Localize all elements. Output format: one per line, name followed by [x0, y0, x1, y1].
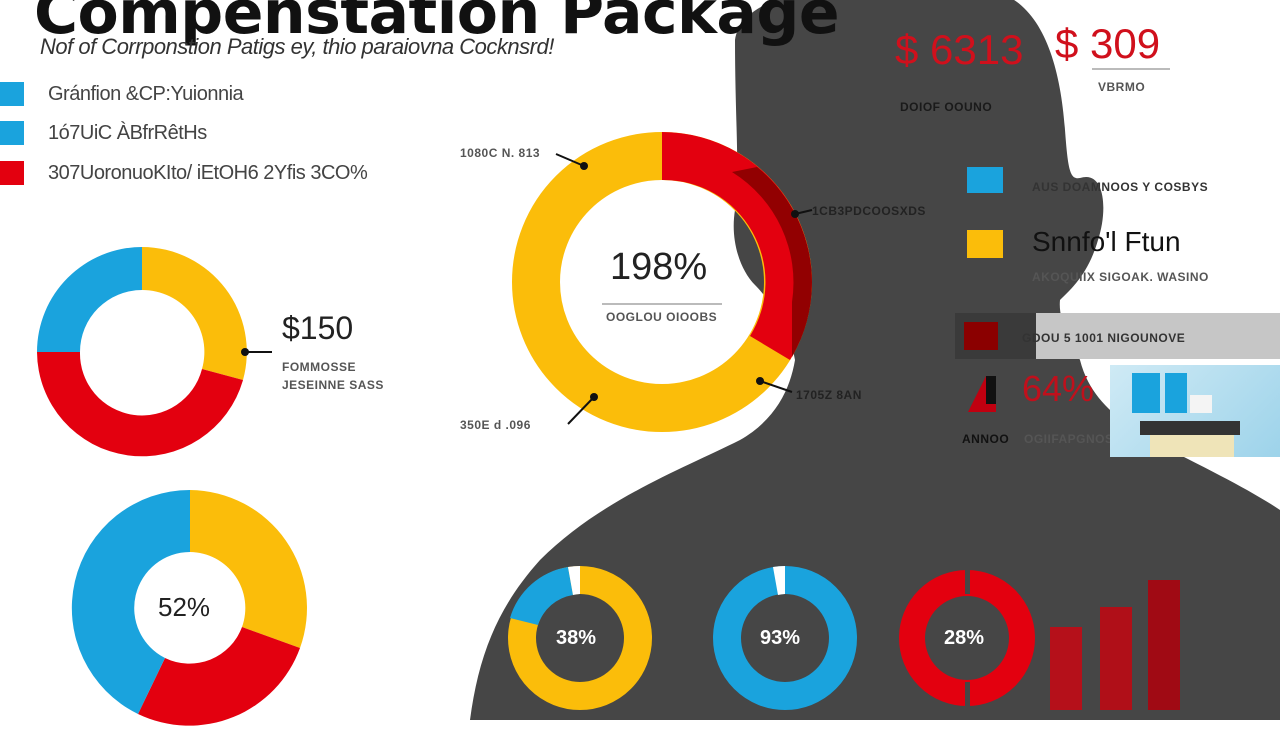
donut-chart-bottom-left: [71, 489, 307, 726]
legend-label: 1ó7UiC ÀBfrRêtHs: [48, 121, 207, 144]
legend-item-3: 307UoronuoKIto/ iEtOH6 2Yfis 3CO%: [0, 160, 368, 186]
legend-right-heading: Snnfo'l Ftun: [1032, 226, 1181, 257]
donut-bottom-center-value: 52%: [158, 592, 211, 622]
band-label: GDOU 5 1001 NIGOUNOVE: [1022, 331, 1186, 345]
legend-right-label: AUS DOAMNOOS Y COSBYS: [1032, 180, 1209, 194]
donut-callout-label: FOMMOSSE: [282, 360, 357, 374]
stat-64-label-right: OGIIFAPGNOS: [1024, 432, 1114, 446]
page-subtitle: Nof of Corrponstion Patigs ey, thio para…: [40, 34, 554, 59]
bar-1: [1050, 627, 1082, 710]
stat-value-b: $ 309: [1055, 20, 1161, 67]
donut-callout-value: $150: [282, 310, 354, 346]
legend-item-1: Gránfion &CP:Yuionnia: [0, 81, 244, 107]
donut-callout-label: JESEINNE SASS: [282, 378, 384, 392]
legend-right-sub: AKOQUIIX SIGOAK. WASINO: [1032, 270, 1209, 284]
legend-swatch-blue: [967, 167, 1003, 193]
legend-label: Gránfion &CP:Yuionnia: [48, 82, 244, 105]
stat-label-a: DOIOF OOUNO: [900, 100, 993, 114]
stat-value-a: $ 6313: [895, 26, 1024, 73]
info-band: [955, 313, 1280, 359]
donut-label-top-left: 1080C N. 813: [460, 146, 541, 160]
stat-label-b: VBRMO: [1098, 80, 1146, 94]
donut-label-bottom-left: 350E d .096: [460, 418, 531, 432]
page-title: Compenstation Package: [34, 0, 840, 48]
legend-swatch-dark-red: [964, 322, 998, 350]
donut-label-right: 1CB3PDCOOSXDS: [812, 204, 926, 218]
illustration-panel: [1132, 373, 1160, 413]
donut-label-bottom-right: 1705Z 8AN: [796, 388, 862, 402]
donut-small-2-value: 93%: [760, 627, 801, 649]
bar-3: [1148, 580, 1180, 710]
donut-chart-center: [512, 132, 813, 432]
donut-center-label: OOGLOU OIOOBS: [606, 310, 718, 324]
illustration-desk: [1140, 421, 1240, 435]
office-illustration: [1110, 365, 1280, 457]
legend-swatch-red: [0, 161, 24, 185]
illustration-panel: [1165, 373, 1187, 413]
donut-center-value: 198%: [610, 246, 708, 288]
donut-small-2: [713, 566, 857, 710]
legend-swatch-yellow: [967, 230, 1003, 258]
donut-small-1: [508, 566, 652, 710]
legend-item-2: 1ó7UiC ÀBfrRêtHs: [0, 120, 207, 146]
legend-swatch-blue: [0, 82, 24, 106]
bar-2: [1100, 607, 1132, 710]
legend-swatch-blue: [0, 121, 24, 145]
donut-chart-top-left: [37, 247, 272, 457]
stat-64-value: 64%: [1022, 368, 1095, 409]
figure-icon: [968, 376, 996, 412]
illustration-screen: [1190, 395, 1212, 413]
divider: [1092, 68, 1170, 70]
donut-small-1-value: 38%: [556, 627, 597, 649]
illustration-base: [1150, 435, 1234, 457]
stat-64-label-left: ANNOO: [962, 432, 1010, 446]
donut-small-3: [899, 566, 1035, 710]
legend-label: 307UoronuoKIto/ iEtOH6 2Yfis 3CO%: [48, 161, 368, 184]
donut-small-3-value: 28%: [944, 627, 985, 649]
